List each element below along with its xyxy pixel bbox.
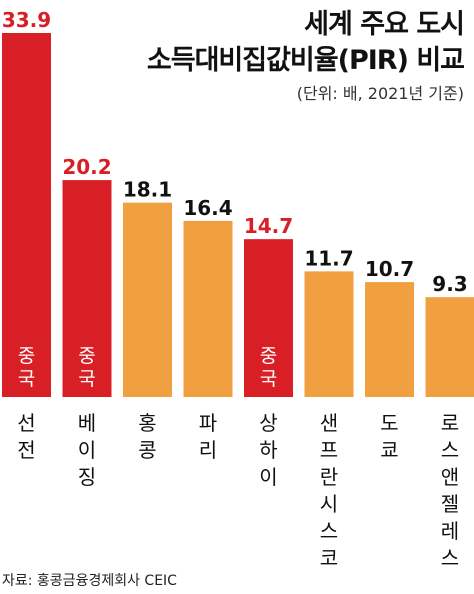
value-label-5: 11.7 xyxy=(304,246,353,270)
bar-3 xyxy=(183,220,233,397)
value-label-7: 9.3 xyxy=(432,272,467,296)
value-label-0: 33.9 xyxy=(2,8,51,32)
bar-4 xyxy=(244,239,293,397)
bar-0 xyxy=(2,33,51,397)
source-note: 자료: 홍콩금융경제회사 CEIC xyxy=(2,573,177,589)
bar-6 xyxy=(365,282,414,397)
value-label-4: 14.7 xyxy=(244,214,293,238)
value-label-2: 18.1 xyxy=(123,178,172,202)
value-label-6: 10.7 xyxy=(365,257,414,281)
bar-1 xyxy=(62,180,112,397)
value-label-3: 16.4 xyxy=(183,196,232,220)
chart-title-line-2: 소득대비집값비율(PIR) 비교 xyxy=(146,45,465,76)
chart-title-line-1: 세계 주요 도시 xyxy=(304,9,465,40)
bar-2 xyxy=(123,202,172,397)
value-label-1: 20.2 xyxy=(62,155,111,179)
unit-note: (단위: 배, 2021년 기준) xyxy=(296,84,464,103)
bar-7 xyxy=(425,297,474,397)
bar-5 xyxy=(304,271,354,397)
